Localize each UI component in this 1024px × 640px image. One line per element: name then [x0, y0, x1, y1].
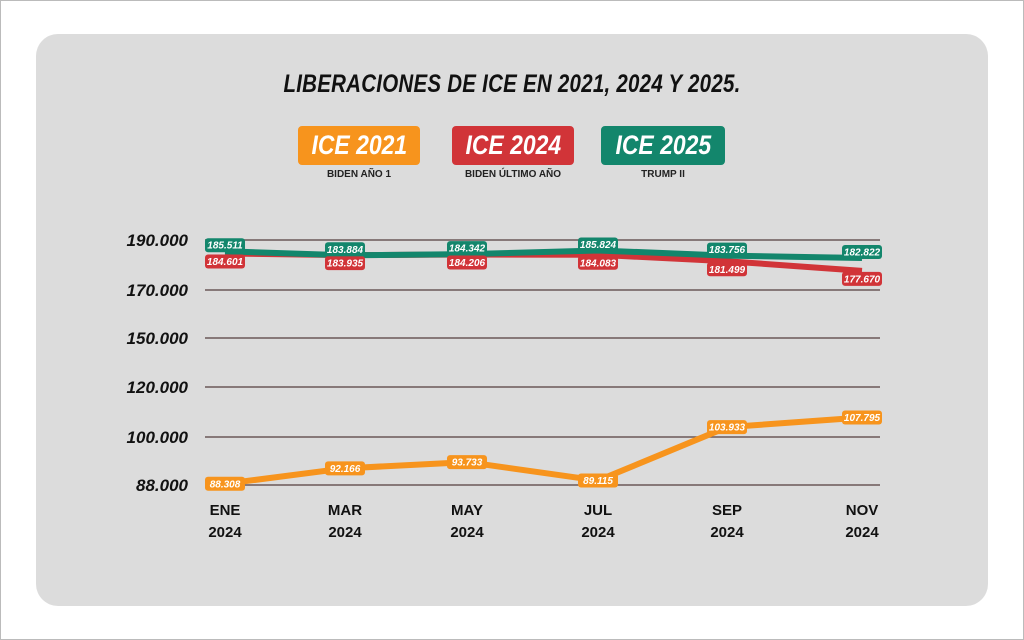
data-label: 181.499 [709, 265, 746, 276]
legend-sub-2025: TRUMP II [641, 169, 685, 180]
x-tick-label: SEP [712, 502, 742, 519]
y-tick-label: 88.000 [136, 476, 189, 495]
legend-ice-2024: ICE 2024 [452, 126, 574, 165]
x-tick-label: MAY [451, 502, 483, 519]
legend-sub-2021: BIDEN AÑO 1 [326, 169, 392, 180]
data-label: 184.083 [580, 258, 617, 269]
data-label: 183.884 [327, 245, 364, 256]
data-label: 107.795 [844, 413, 881, 424]
y-tick-label: 150.000 [127, 329, 189, 348]
data-label: 89.115 [583, 476, 613, 487]
data-label-bg [578, 473, 618, 488]
data-label-bg [205, 238, 245, 253]
data-label: 103.933 [709, 423, 746, 434]
data-label-bg [447, 455, 487, 470]
x-tick-label: 2024 [581, 524, 615, 541]
data-label-bg [707, 242, 747, 257]
data-label: 184.342 [449, 244, 486, 255]
x-tick-label: ENE [210, 502, 241, 519]
data-label: 177.670 [844, 274, 881, 285]
data-label: 183.756 [709, 245, 746, 256]
legend-ice-2025: ICE 2025 [601, 126, 725, 165]
data-label: 185.511 [207, 241, 243, 252]
x-tick-label: 2024 [710, 524, 744, 541]
data-label-bg [325, 242, 365, 257]
data-label-bg [842, 271, 882, 286]
x-tick-label: JUL [584, 502, 612, 519]
x-tick-label: NOV [846, 502, 879, 519]
data-label-bg [325, 256, 365, 271]
data-label-bg [578, 237, 618, 252]
data-label-bg [205, 254, 245, 269]
data-label-bg [707, 420, 747, 435]
legend-sub-2024: BIDEN ÚLTIMO AÑO [464, 169, 562, 180]
x-tick-label: 2024 [845, 524, 879, 541]
data-label: 184.206 [449, 258, 486, 269]
data-label-bg [707, 262, 747, 277]
chart-title: LIBERACIONES DE ICE EN 2021, 2024 Y 2025… [283, 70, 741, 98]
data-label: 88.308 [210, 479, 241, 490]
data-label-bg [578, 255, 618, 270]
x-tick-label: 2024 [208, 524, 242, 541]
data-label: 92.166 [330, 464, 361, 475]
data-label: 183.935 [327, 259, 364, 270]
data-label-bg [842, 410, 882, 425]
series-line-ice-2021 [224, 414, 863, 487]
data-label: 182.822 [844, 247, 881, 258]
data-label-bg [205, 476, 245, 491]
series-line-ice-2025 [224, 247, 863, 261]
y-tick-label: 100.000 [127, 428, 189, 447]
x-tick-label: MAR [328, 502, 362, 519]
data-label: 184.601 [207, 257, 244, 268]
data-label-bg [325, 461, 365, 476]
data-label: 93.733 [452, 458, 483, 469]
data-label-bg [447, 241, 487, 256]
y-tick-label: 170.000 [127, 281, 189, 300]
y-tick-label: 190.000 [127, 231, 189, 250]
x-tick-label: 2024 [328, 524, 362, 541]
legend-ice-2021: ICE 2021 [298, 126, 420, 165]
y-tick-label: 120.000 [127, 378, 189, 397]
data-label-bg [447, 255, 487, 270]
data-label-bg [842, 244, 882, 259]
x-tick-label: 2024 [450, 524, 484, 541]
data-label: 185.824 [580, 240, 617, 251]
